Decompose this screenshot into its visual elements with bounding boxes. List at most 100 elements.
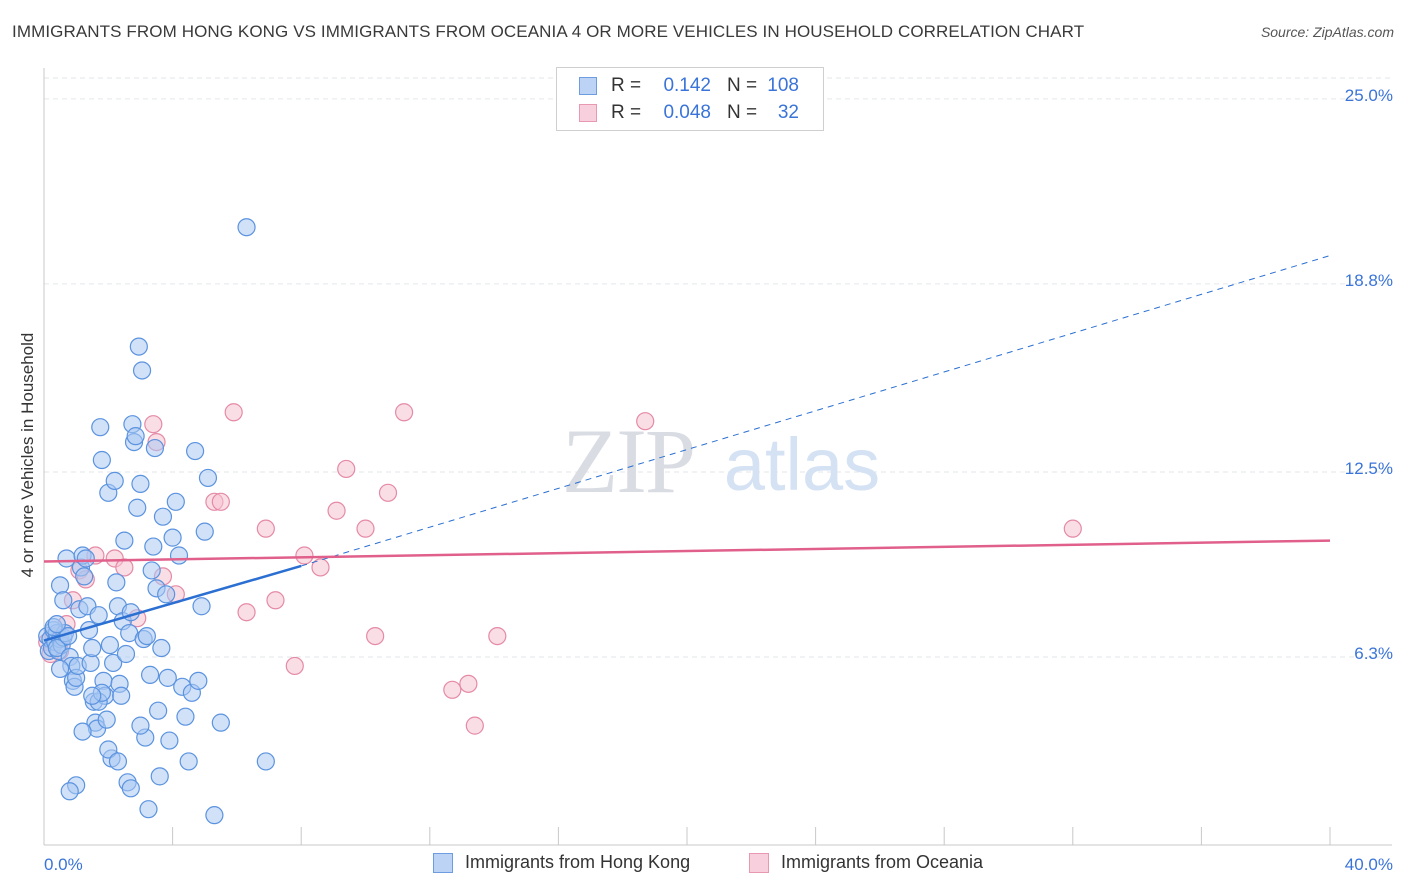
- hong-kong-point: [176, 707, 195, 726]
- y-tick-label: 25.0%: [1345, 86, 1393, 105]
- hong-kong-point: [50, 576, 70, 595]
- hong-kong-point: [189, 671, 208, 690]
- hong-kong-point: [75, 567, 94, 586]
- hong-kong-point: [105, 471, 124, 490]
- hong-kong-point: [92, 450, 111, 470]
- hong-kong-point: [169, 546, 189, 565]
- hong-kong-point: [83, 638, 102, 658]
- hong-kong-point: [256, 752, 275, 771]
- r-label: R =: [611, 75, 642, 96]
- hong-kong-point: [195, 522, 214, 541]
- oceania-point: [636, 412, 655, 431]
- n-value: 32: [777, 102, 799, 123]
- oceania-swatch: [749, 853, 769, 873]
- hong-kong-point: [126, 427, 145, 446]
- y-tick-label: 6.3%: [1354, 644, 1393, 663]
- hong-kong-point: [83, 686, 102, 705]
- hong-kong-point: [129, 337, 148, 356]
- n-value: 108: [767, 75, 799, 96]
- trend-lines: [43, 255, 1331, 642]
- oceania-point: [488, 626, 507, 646]
- oceania-point: [394, 403, 414, 422]
- x-tick-label-min: 0.0%: [44, 855, 83, 874]
- hong-kong-point: [192, 597, 211, 616]
- hong-kong-point: [152, 638, 171, 658]
- legend-label: Immigrants from Hong Kong: [465, 852, 691, 872]
- hong-kong-point: [179, 752, 198, 771]
- hong-kong-point: [211, 713, 230, 732]
- oceania-point: [465, 716, 484, 735]
- hong-kong-point: [97, 710, 116, 729]
- oceania-point: [337, 459, 356, 479]
- r-value: 0.048: [663, 102, 711, 123]
- hong-kong-point: [112, 686, 131, 705]
- oceania-point: [211, 492, 230, 511]
- watermark-atlas: atlas: [724, 423, 880, 506]
- hong-kong-point: [150, 767, 169, 786]
- gridlines: [44, 77, 1392, 658]
- r-label: R =: [611, 102, 642, 123]
- hong-kong-point: [166, 492, 185, 511]
- hong-kong-point: [121, 779, 140, 798]
- hong-kong-point: [115, 531, 134, 550]
- hong-kong-point: [54, 591, 73, 610]
- hong-kong-point: [104, 653, 123, 673]
- n-label: N =: [727, 102, 758, 123]
- oceania-point: [1063, 519, 1082, 538]
- r-value: 0.142: [663, 75, 711, 96]
- hong-kong-point: [160, 731, 179, 750]
- chart-title: IMMIGRANTS FROM HONG KONG VS IMMIGRANTS …: [12, 22, 1085, 41]
- hong-kong-point: [137, 626, 156, 646]
- hong-kong-point: [158, 668, 177, 687]
- hong-kong-point: [237, 218, 256, 237]
- hong-kong-point: [81, 653, 100, 673]
- source-label: Source: ZipAtlas.com: [1260, 24, 1394, 40]
- hong-kong-point: [91, 418, 110, 437]
- oceania-swatch: [579, 104, 597, 122]
- hong-kong-point: [76, 549, 95, 568]
- hong-kong-point: [131, 716, 150, 735]
- hong-kong-swatch: [433, 853, 453, 873]
- oceania-point: [311, 558, 330, 577]
- stats-legend: R = 0.142 N = 108 R = 0.048 N = 32: [556, 67, 824, 131]
- oceania-point: [144, 415, 163, 434]
- hong-kong-point: [73, 722, 92, 741]
- hong-kong-trend-extension: [301, 255, 1331, 567]
- hong-kong-point: [131, 474, 150, 493]
- oceania-point: [295, 546, 314, 565]
- oceania-trend-line: [43, 539, 1331, 563]
- hong-kong-point: [108, 752, 128, 771]
- hong-kong-point: [89, 606, 108, 625]
- hong-kong-swatch: [579, 77, 597, 95]
- oceania-point: [224, 403, 243, 422]
- hong-kong-point: [139, 800, 158, 819]
- oceania-point: [459, 674, 478, 693]
- oceania-point: [327, 501, 346, 520]
- hong-kong-point: [50, 659, 70, 679]
- hong-kong-point: [186, 441, 205, 461]
- oceania-point: [356, 519, 375, 538]
- oceania-point: [266, 591, 285, 610]
- watermark-zip: ZIP: [562, 410, 694, 512]
- n-label: N =: [727, 75, 758, 96]
- hong-kong-point: [144, 537, 163, 556]
- x-tick-label-max: 40.0%: [1345, 855, 1393, 874]
- oceania-point: [378, 483, 398, 502]
- hong-kong-point: [132, 361, 152, 380]
- hong-kong-point: [140, 665, 160, 684]
- hong-kong-point: [205, 806, 224, 825]
- series-hong-kong-points: [38, 218, 275, 825]
- hong-kong-point: [60, 782, 79, 801]
- hong-kong-point: [198, 468, 218, 488]
- tick-labels: 6.3% 12.5% 18.8% 25.0% 0.0% 40.0%: [44, 86, 1393, 874]
- hong-kong-point: [100, 635, 120, 655]
- hong-kong-point: [142, 561, 161, 580]
- axes: [43, 68, 1392, 846]
- hong-kong-point: [145, 438, 165, 458]
- y-tick-label: 12.5%: [1345, 459, 1393, 478]
- hong-kong-point: [47, 615, 66, 634]
- hong-kong-point: [47, 638, 66, 658]
- oceania-point: [256, 519, 275, 538]
- oceania-point: [237, 603, 256, 622]
